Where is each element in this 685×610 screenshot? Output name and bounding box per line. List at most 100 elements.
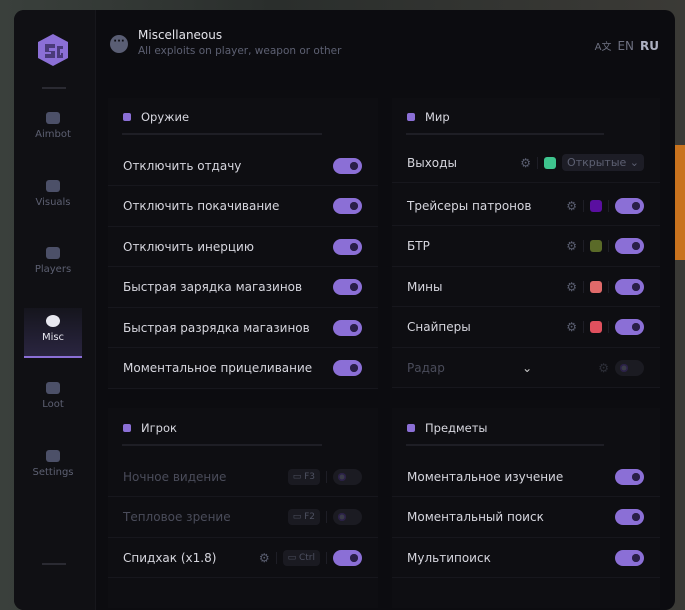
setting-row: Моментальный поиск <box>392 498 660 538</box>
sidebar-item-misc[interactable]: Misc <box>24 308 82 358</box>
setting-label: Ночное видение <box>123 469 227 484</box>
setting-label: Мультипоиск <box>407 550 491 565</box>
setting-row: Спидхак (x1.8) ⚙ ▭ Ctrl <box>108 538 378 578</box>
gear-icon[interactable]: ⚙ <box>566 320 577 334</box>
lang-ru[interactable]: RU <box>640 38 659 53</box>
divider <box>406 133 604 135</box>
setting-label: БТР <box>407 239 430 253</box>
cheat-window: Aimbot Visuals Players Misc Loot Settings ···… <box>14 10 675 610</box>
toggle[interactable] <box>333 157 362 174</box>
setting-row: Выходы ⚙ Открытые ⌄ <box>392 143 660 183</box>
setting-label: Мины <box>407 279 443 294</box>
section-weapon: Оружие <box>123 110 189 124</box>
setting-row: БТР ⚙ <box>392 227 660 267</box>
separator <box>583 240 584 252</box>
setting-label: Моментальное прицеливание <box>123 361 313 375</box>
toggle[interactable] <box>615 238 644 254</box>
setting-label: Отключить отдачу <box>123 158 242 173</box>
gear-icon[interactable]: ⚙ <box>566 279 577 294</box>
toggle[interactable] <box>333 509 362 525</box>
sidebar-item-aimbot[interactable]: Aimbot <box>24 105 82 155</box>
toggle[interactable] <box>615 468 644 485</box>
separator <box>583 199 584 212</box>
hotkey-badge[interactable]: ▭ F3 <box>287 468 320 485</box>
logo-icon <box>38 34 68 66</box>
sidebar: Aimbot Visuals Players Misc Loot Settings <box>14 10 96 610</box>
gear-icon[interactable]: ⚙ <box>520 155 532 170</box>
lang-en[interactable]: EN <box>617 38 635 53</box>
toggle[interactable] <box>333 319 362 336</box>
color-swatch[interactable] <box>590 280 602 293</box>
sidebar-item-settings[interactable]: Settings <box>24 443 82 493</box>
sidebar-item-label: Aimbot <box>35 129 71 140</box>
divider <box>122 133 322 135</box>
setting-label: Спидхак (x1.8) <box>123 550 217 565</box>
separator <box>326 551 327 564</box>
player-card <box>108 408 378 608</box>
setting-row: Отключить покачивание <box>108 187 378 227</box>
hotkey-badge[interactable]: ▭ Ctrl <box>282 549 320 566</box>
section-icon <box>407 113 415 121</box>
alien-icon <box>46 112 60 124</box>
toggle[interactable] <box>333 468 362 485</box>
setting-row: Снайперы ⚙ <box>392 308 660 348</box>
items-card <box>392 408 660 608</box>
setting-row: Мины ⚙ <box>392 267 660 307</box>
briefcase-icon <box>46 382 60 394</box>
users-icon <box>46 247 60 259</box>
separator <box>583 280 584 293</box>
toggle[interactable] <box>615 197 644 214</box>
separator <box>275 551 277 564</box>
toggle[interactable] <box>615 278 644 295</box>
section-items: Предметы <box>407 421 488 435</box>
color-swatch[interactable] <box>590 321 602 333</box>
color-swatch[interactable] <box>544 156 557 169</box>
separator <box>326 470 327 483</box>
setting-row: Ночное видение ▭ F3 <box>108 457 378 497</box>
toggle[interactable] <box>333 198 362 214</box>
background-game <box>672 145 685 260</box>
separator <box>537 156 539 169</box>
gear-icon[interactable]: ⚙ <box>598 360 609 375</box>
chevron-down-icon[interactable]: ⌄ <box>522 360 533 375</box>
setting-label: Моментальное изучение <box>407 469 564 484</box>
setting-label: Выходы <box>407 155 457 170</box>
list-icon <box>46 450 60 462</box>
gear-icon[interactable]: ⚙ <box>258 550 270 565</box>
separator <box>608 199 609 212</box>
language-switch: A文 EN RU <box>594 38 659 54</box>
page-subtitle: All exploits on player, weapon or other <box>138 45 342 57</box>
toggle[interactable] <box>333 360 362 376</box>
divider <box>122 444 322 446</box>
gear-icon[interactable]: ⚙ <box>566 198 577 213</box>
color-swatch[interactable] <box>590 199 602 212</box>
divider <box>42 87 66 89</box>
section-title: Мир <box>425 110 450 124</box>
toggle[interactable] <box>615 509 644 525</box>
translate-icon: A文 <box>594 42 612 53</box>
divider <box>406 444 604 446</box>
section-player: Игрок <box>123 421 177 435</box>
sidebar-item-players[interactable]: Players <box>24 240 82 290</box>
separator <box>608 240 609 252</box>
section-icon <box>407 424 415 432</box>
toggle[interactable] <box>615 319 644 335</box>
setting-label: Снайперы <box>407 320 471 334</box>
sidebar-item-label: Players <box>34 264 72 275</box>
toggle[interactable] <box>333 549 362 566</box>
setting-row: Тепловое зрение ▭ F2 <box>108 498 378 538</box>
exits-select[interactable]: Открытые ⌄ <box>562 154 644 171</box>
gear-icon[interactable]: ⚙ <box>566 239 577 253</box>
separator <box>326 511 327 523</box>
sidebar-item-loot[interactable]: Loot <box>24 375 82 425</box>
sidebar-item-label: Loot <box>42 399 64 410</box>
toggle[interactable] <box>615 549 644 566</box>
hotkey-badge[interactable]: ▭ F2 <box>287 509 320 525</box>
toggle[interactable] <box>615 359 644 376</box>
setting-row: Отключить отдачу <box>108 146 378 186</box>
toggle[interactable] <box>333 279 362 295</box>
sidebar-item-label: Misc <box>41 332 65 343</box>
toggle[interactable] <box>333 238 362 255</box>
sidebar-item-visuals[interactable]: Visuals <box>24 173 82 223</box>
color-swatch[interactable] <box>590 240 602 252</box>
